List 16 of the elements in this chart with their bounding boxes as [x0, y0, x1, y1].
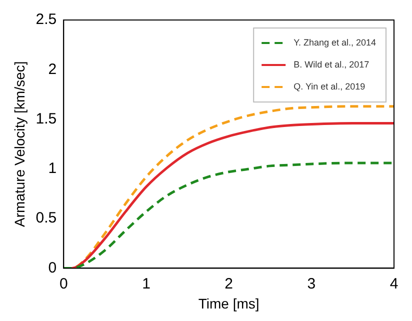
y-tick-label: 2.5: [36, 11, 57, 28]
x-tick-label: 4: [390, 275, 398, 292]
x-tick-label: 3: [307, 275, 316, 292]
y-tick-label: 1: [48, 160, 57, 178]
x-tick-label: 1: [142, 275, 150, 292]
x-tick-label: 2: [224, 275, 233, 292]
y-tick-label: 0.5: [36, 210, 57, 227]
x-axis-title: Time [ms]: [198, 295, 260, 312]
y-tick-label: 2: [48, 60, 57, 78]
legend-label: B. Wild et al., 2017: [294, 59, 370, 70]
legend-label: Y. Zhang et al., 2014: [294, 37, 376, 48]
y-axis-title: Armature Velocity [km/sec]: [11, 61, 28, 227]
legend-label: Q. Yin et al., 2019: [294, 81, 366, 92]
y-tick-label: 1.5: [36, 110, 57, 128]
x-tick-label: 0: [59, 275, 68, 292]
y-tick-label: 0: [48, 259, 57, 276]
